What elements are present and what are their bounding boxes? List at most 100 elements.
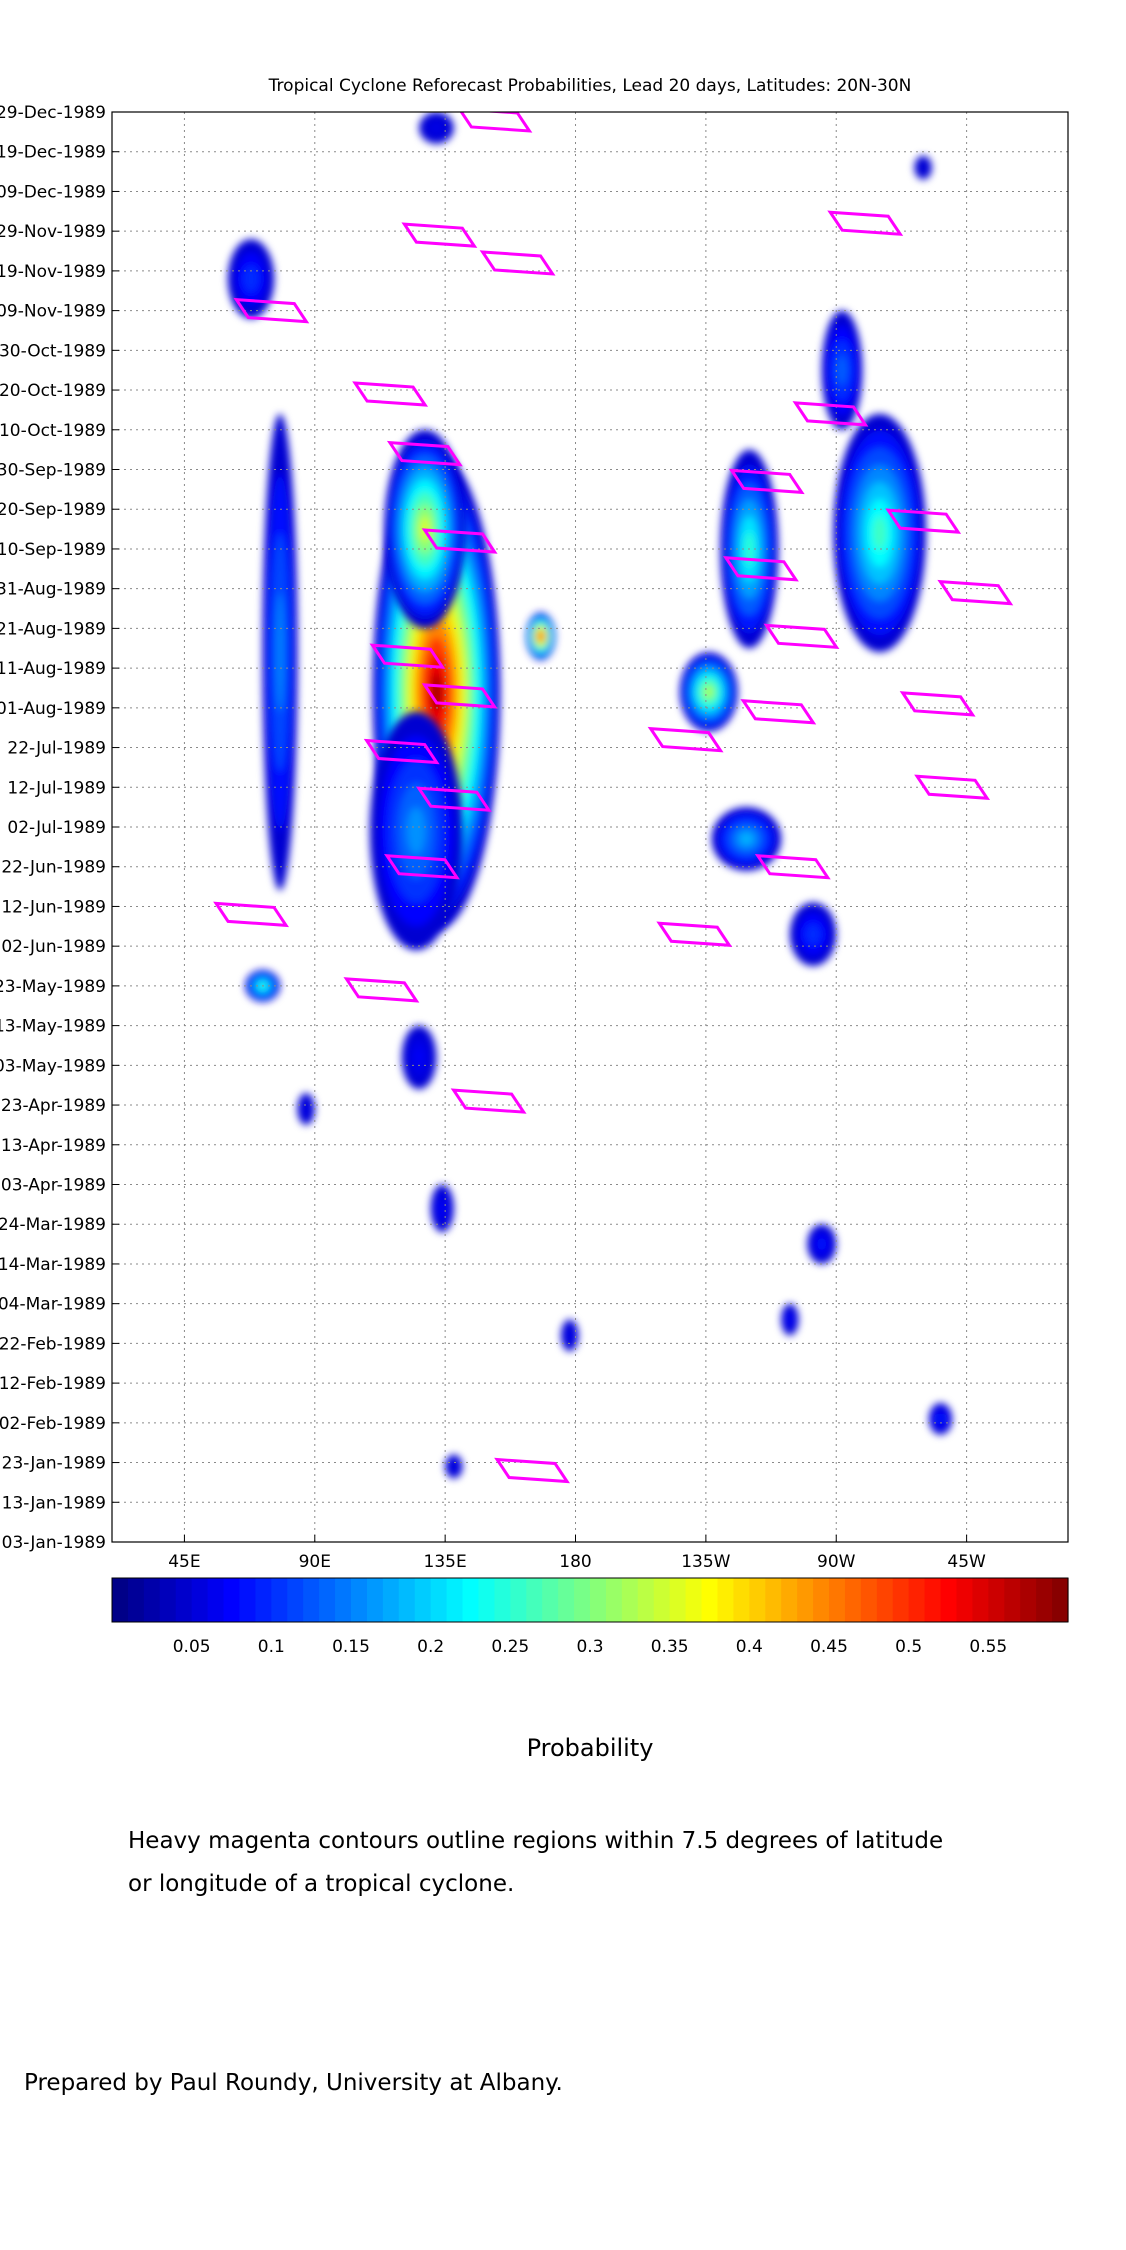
colorbar-segment: [733, 1578, 750, 1622]
colorbar: 0.05 0.1 0.15 0.2 0.25 0.3 0.35 0.4 0.45 0.5 0.55: [111, 1577, 1069, 1657]
colorbar-segment: [605, 1578, 623, 1622]
y-tick-label: 23-Apr-1989: [1, 1096, 106, 1116]
heat-blob: [419, 112, 454, 144]
y-tick-label: 09-Dec-1989: [0, 182, 106, 202]
y-tick-label: 22-Jul-1989: [7, 739, 106, 759]
y-tick-label: 12-Jul-1989: [7, 778, 106, 798]
colorbar-tick-label: 0.3: [576, 1637, 603, 1657]
heat-blob: [445, 1454, 463, 1479]
tc-contour: [937, 579, 1014, 606]
chart-title: Tropical Cyclone Reforecast Probabilitie…: [268, 76, 912, 96]
tc-contour: [763, 623, 840, 650]
colorbar-segment: [1036, 1578, 1053, 1622]
colorbar-tick-label: 0.35: [651, 1637, 689, 1657]
colorbar-segment: [908, 1578, 926, 1622]
y-tick-label: 23-May-1989: [0, 977, 106, 997]
colorbar-segment: [319, 1578, 336, 1622]
x-axis-ticks: 45E 90E 135E 180 135W 90W 45W: [168, 1535, 986, 1572]
colorbar-segment: [621, 1578, 639, 1622]
colorbar-segment: [335, 1578, 352, 1622]
y-tick-label: 30-Sep-1989: [0, 461, 106, 481]
tc-contour: [827, 210, 904, 236]
colorbar-segment: [1052, 1578, 1069, 1622]
heat-blob: [679, 652, 738, 732]
colorbar-tick-label: 0.05: [173, 1637, 211, 1657]
colorbar-segment: [207, 1578, 225, 1622]
colorbar-segment: [526, 1578, 543, 1622]
colorbar-segment: [749, 1578, 766, 1622]
x-tick-label: 180: [559, 1552, 591, 1572]
colorbar-frame: [111, 1577, 1069, 1623]
tc-contour: [386, 440, 463, 467]
heat-blob: [297, 1093, 315, 1125]
colorbar-segment: [159, 1578, 177, 1622]
y-tick-label: 21-Aug-1989: [0, 619, 106, 639]
colorbar-segment: [637, 1578, 655, 1622]
colorbar-tick-label: 0.1: [258, 1637, 285, 1657]
heat-blob: [928, 1402, 953, 1435]
y-tick-label: 02-Feb-1989: [0, 1414, 106, 1434]
y-tick-label: 30-Oct-1989: [0, 341, 106, 361]
colorbar-segment: [255, 1578, 272, 1622]
colorbar-segment: [972, 1578, 989, 1622]
x-tick-label: 45W: [947, 1552, 986, 1572]
x-tick-label: 90E: [299, 1552, 331, 1572]
tc-contour: [343, 977, 420, 1003]
tc-contour: [363, 738, 440, 765]
y-tick-label: 01-Aug-1989: [0, 699, 106, 719]
colorbar-segment: [781, 1578, 798, 1622]
colorbar-tick-label: 0.2: [417, 1637, 444, 1657]
tc-contour: [656, 921, 733, 947]
y-tick-label: 29-Dec-1989: [0, 103, 106, 123]
colorbar-segment: [892, 1578, 910, 1622]
colorbar-tick-label: 0.5: [895, 1637, 922, 1657]
x-tick-label: 45E: [168, 1552, 200, 1572]
y-tick-label: 31-Aug-1989: [0, 580, 106, 600]
colorbar-segment: [382, 1578, 400, 1622]
heat-blob: [401, 1025, 437, 1090]
colorbar-segment: [701, 1578, 719, 1622]
tc-contour: [369, 643, 446, 669]
y-tick-label: 14-Mar-1989: [0, 1255, 106, 1275]
y-tick-label: 13-May-1989: [0, 1017, 106, 1037]
colorbar-segment: [542, 1578, 559, 1622]
y-tick-label: 22-Feb-1989: [0, 1334, 106, 1354]
contour-note-line-1: Heavy magenta contours outline regions w…: [128, 1828, 944, 1854]
y-tick-label: 12-Feb-1989: [0, 1374, 106, 1394]
y-tick-label: 20-Sep-1989: [0, 500, 106, 520]
heat-blob: [526, 612, 556, 661]
heat-blob: [227, 239, 275, 319]
heat-blob: [789, 902, 837, 967]
y-tick-label: 03-May-1989: [0, 1056, 106, 1076]
colorbar-segment: [478, 1578, 495, 1622]
y-tick-label: 11-Aug-1989: [0, 659, 106, 679]
colorbar-tick-label: 0.25: [491, 1637, 529, 1657]
colorbar-segment: [829, 1578, 846, 1622]
colorbar-segment: [414, 1578, 432, 1622]
colorbar-segment: [1004, 1578, 1021, 1622]
y-tick-label: 19-Nov-1989: [0, 262, 106, 282]
y-tick-label: 13-Apr-1989: [1, 1136, 106, 1156]
colorbar-segment: [988, 1578, 1005, 1622]
colorbar-segment: [797, 1578, 814, 1622]
colorbar-segment: [558, 1578, 575, 1622]
colorbar-segment: [876, 1578, 894, 1622]
colorbar-segment: [143, 1578, 161, 1622]
tc-contour: [479, 250, 556, 276]
colorbar-segment: [860, 1578, 878, 1622]
colorbar-segment: [590, 1578, 607, 1622]
tc-contour: [352, 381, 429, 407]
colorbar-segment: [446, 1578, 464, 1622]
colorbar-segment: [112, 1578, 129, 1622]
y-tick-label: 19-Dec-1989: [0, 143, 106, 163]
y-tick-label: 23-Jan-1989: [2, 1454, 106, 1474]
tc-contour: [415, 786, 492, 812]
tc-contour: [740, 699, 817, 725]
y-tick-label: 10-Sep-1989: [0, 540, 106, 560]
heat-blob: [807, 1224, 837, 1264]
y-tick-label: 03-Jan-1989: [2, 1533, 106, 1553]
grid-lines: [112, 111, 1068, 1543]
y-tick-label: 12-Jun-1989: [1, 897, 106, 917]
colorbar-segment: [653, 1578, 671, 1622]
colorbar-tick-label: 0.45: [810, 1637, 848, 1657]
